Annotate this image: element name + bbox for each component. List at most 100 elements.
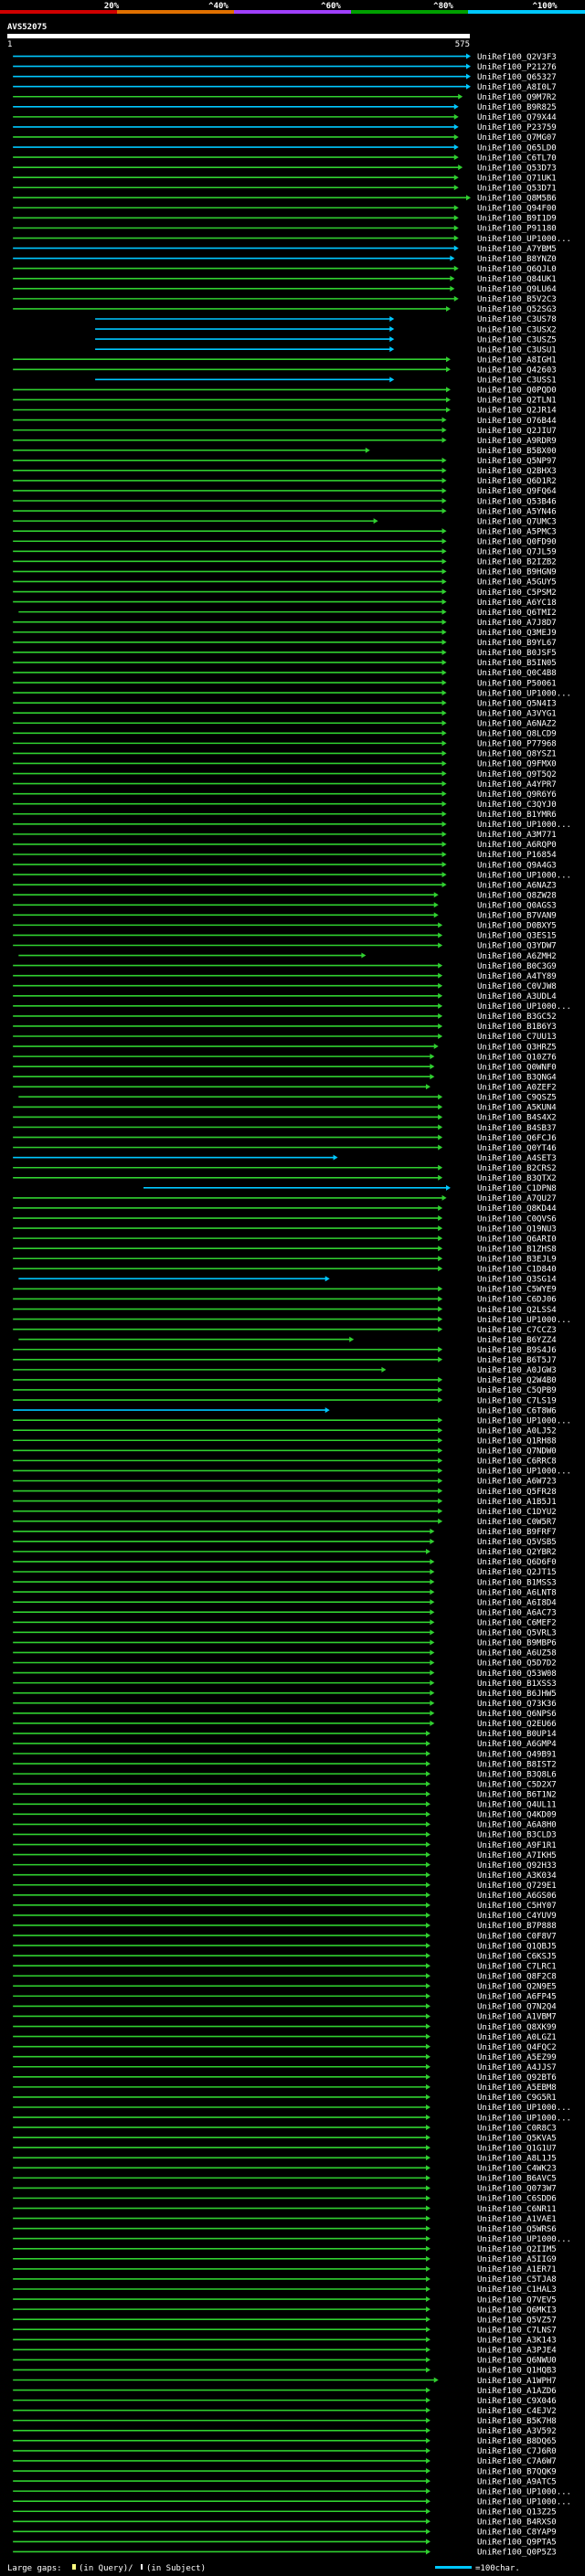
hit-row[interactable]: UniRef100_Q6ARI0 [13,1235,557,1244]
hit-row[interactable]: UniRef100_C3USX2 [95,325,557,334]
hit-row[interactable]: UniRef100_B1YMR6 [13,811,557,820]
hit-row[interactable]: UniRef100_A7YBM5 [13,245,557,254]
hit-label[interactable]: UniRef100_B3Q8L6 [477,1770,557,1779]
hit-label[interactable]: UniRef100_P77968 [477,740,557,749]
hit-row[interactable]: UniRef100_O76B44 [13,417,557,426]
hit-row[interactable]: UniRef100_B2IZB2 [13,558,557,567]
hit-label[interactable]: UniRef100_Q9A4G3 [477,861,557,870]
hit-label[interactable]: UniRef100_A6YC18 [477,599,557,608]
hit-label[interactable]: UniRef100_A7YBM5 [477,245,557,254]
hit-row[interactable]: UniRef100_A6I8D4 [13,1598,557,1607]
hit-row[interactable]: UniRef100_A3V592 [13,2427,557,2436]
hit-row[interactable]: UniRef100_C9X046 [13,2397,557,2406]
hit-label[interactable]: UniRef100_A5GUY5 [477,578,557,588]
hit-label[interactable]: UniRef100_Q4KD09 [477,1811,557,1820]
hit-row[interactable]: UniRef100_C6T8W6 [13,1406,557,1415]
hit-label[interactable]: UniRef100_Q5KVA5 [477,2134,557,2143]
hit-label[interactable]: UniRef100_A1VBM7 [477,2013,557,2022]
hit-label[interactable]: UniRef100_Q9M7R2 [477,93,557,102]
hit-label[interactable]: UniRef100_Q4UL11 [477,1801,557,1810]
hit-row[interactable]: UniRef100_B1ZHS8 [13,1245,557,1254]
hit-row[interactable]: UniRef100_Q6D1R2 [13,477,557,486]
hit-row[interactable]: UniRef100_A7IKH5 [13,1851,557,1860]
hit-row[interactable]: UniRef100_A1VBM7 [13,2013,557,2022]
hit-label[interactable]: UniRef100_A6W723 [477,1478,557,1487]
hit-row[interactable]: UniRef100_Q92H33 [13,1861,557,1871]
hit-label[interactable]: UniRef100_A5EZ99 [477,2053,557,2062]
hit-label[interactable]: UniRef100_Q3SG14 [477,1276,557,1285]
hit-label[interactable]: UniRef100_C1D840 [477,1266,557,1275]
hit-row[interactable]: UniRef100_Q0AGS3 [13,902,557,911]
hit-row[interactable]: UniRef100_A5EBM8 [13,2083,557,2093]
hit-label[interactable]: UniRef100_B1XSS3 [477,1680,557,1689]
hit-row[interactable]: UniRef100_Q9LU64 [13,285,557,294]
hit-label[interactable]: UniRef100_Q2W4B0 [477,1376,557,1385]
hit-row[interactable]: UniRef100_Q53D71 [13,185,557,194]
hit-row[interactable]: UniRef100_B6YZZ4 [18,1336,557,1345]
hit-row[interactable]: UniRef100_A3K034 [13,1871,557,1881]
hit-row[interactable]: UniRef100_B6T5J7 [13,1356,557,1365]
hit-row[interactable]: UniRef100_C7A6W7 [13,2457,557,2466]
hit-row[interactable]: UniRef100_A1ER71 [13,2265,557,2274]
hit-label[interactable]: UniRef100_Q5N4I3 [477,699,557,708]
hit-row[interactable]: UniRef100_A8IGH1 [13,355,557,365]
hit-row[interactable]: UniRef100_Q65LD0 [13,143,557,153]
hit-row[interactable]: UniRef100_Q0C4B8 [13,669,557,678]
hit-label[interactable]: UniRef100_Q84UK1 [477,275,557,284]
hit-label[interactable]: UniRef100_C9G5R1 [477,2094,557,2103]
hit-row[interactable]: UniRef100_B3GC52 [13,1012,557,1022]
hit-row[interactable]: UniRef100_A6NAZ2 [13,719,557,728]
hit-label[interactable]: UniRef100_A1AZD6 [477,2387,557,2396]
hit-row[interactable]: UniRef100_B5IN05 [13,659,557,668]
hit-row[interactable]: UniRef100_Q5FR28 [13,1488,557,1497]
hit-row[interactable]: UniRef100_B7VAN9 [13,912,557,921]
hit-row[interactable]: UniRef100_B0C3G9 [13,962,557,971]
hit-label[interactable]: UniRef100_Q7MG07 [477,133,557,143]
hit-label[interactable]: UniRef100_B6T1N2 [477,1790,557,1799]
hit-label[interactable]: UniRef100_A6GMP4 [477,1740,557,1749]
hit-row[interactable]: UniRef100_Q0YT46 [13,1144,557,1153]
hit-row[interactable]: UniRef100_Q2TLN1 [13,397,557,406]
hit-label[interactable]: UniRef100_Q92BT6 [477,2073,557,2083]
hit-label[interactable]: UniRef100_A4TY89 [477,972,557,981]
hit-row[interactable]: UniRef100_A5KUN4 [13,1104,557,1113]
hit-row[interactable]: UniRef100_Q1QBJ5 [13,1942,557,1951]
hit-row[interactable]: UniRef100_C1DPN8 [143,1184,557,1193]
hit-label[interactable]: UniRef100_C4YUV9 [477,1912,557,1921]
hit-label[interactable]: UniRef100_B8DQ65 [477,2437,557,2446]
hit-row[interactable]: UniRef100_Q2JT15 [13,1568,557,1577]
hit-row[interactable]: UniRef100_C7LS19 [13,1396,557,1405]
hit-label[interactable]: UniRef100_Q19NU3 [477,1224,557,1234]
hit-label[interactable]: UniRef100_A8I0L7 [477,83,557,92]
hit-row[interactable]: UniRef100_C1HAL3 [13,2285,557,2295]
hit-label[interactable]: UniRef100_Q1HQB3 [477,2367,557,2376]
hit-row[interactable]: UniRef100_B3EJL9 [13,1255,557,1264]
hit-label[interactable]: UniRef100_B9YL67 [477,639,557,648]
hit-label[interactable]: UniRef100_B9HGN9 [477,568,557,578]
hit-row[interactable]: UniRef100_P16854 [13,851,557,860]
hit-row[interactable]: UniRef100_B8DQ65 [13,2437,557,2446]
hit-row[interactable]: UniRef100_Q4UL11 [13,1801,557,1810]
hit-row[interactable]: UniRef100_A6GMP4 [13,1740,557,1749]
hit-row[interactable]: UniRef100_A4JJS7 [13,2063,557,2072]
hit-label[interactable]: UniRef100_Q5NP97 [477,457,557,466]
hit-label[interactable]: UniRef100_C5TJA8 [477,2275,557,2284]
hit-row[interactable]: UniRef100_C9QSZ5 [18,1094,557,1103]
hit-row[interactable]: UniRef100_P77968 [13,740,557,749]
hit-row[interactable]: UniRef100_Q13Z25 [13,2507,557,2517]
hit-row[interactable]: UniRef100_Q3SG14 [18,1276,557,1285]
hit-label[interactable]: UniRef100_Q2IIM5 [477,2245,557,2254]
hit-label[interactable]: UniRef100_A7J8D7 [477,619,557,628]
hit-row[interactable]: UniRef100_C4WK23 [13,2165,557,2174]
hit-label[interactable]: UniRef100_A0JGW3 [477,1366,557,1375]
hit-row[interactable]: UniRef100_Q2LSS4 [13,1306,557,1315]
hit-label[interactable]: UniRef100_Q3HRZ5 [477,1043,557,1052]
hit-label[interactable]: UniRef100_Q1G1U7 [477,2144,557,2153]
hit-label[interactable]: UniRef100_C5WYE9 [477,1286,557,1295]
hit-row[interactable]: UniRef100_B2CRS2 [13,1164,557,1173]
hit-label[interactable]: UniRef100_Q6MKI3 [477,2306,557,2315]
hit-row[interactable]: UniRef100_Q94F00 [13,205,557,214]
hit-row[interactable]: UniRef100_A3M771 [13,831,557,840]
hit-label[interactable]: UniRef100_Q6NWU0 [477,2357,557,2366]
hit-label[interactable]: UniRef100_Q7NDW0 [477,1447,557,1457]
